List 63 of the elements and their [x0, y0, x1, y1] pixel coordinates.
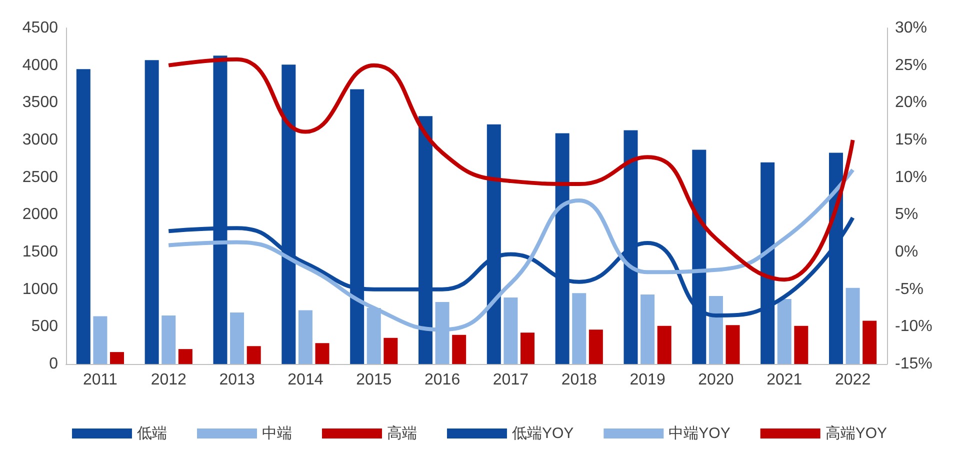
bar [846, 288, 860, 364]
bar [298, 310, 312, 364]
line-series [166, 57, 855, 282]
legend-label: 中端YOY [668, 425, 730, 442]
y2-tick-label: 10% [895, 168, 928, 186]
y2-tick-label: 0% [895, 244, 918, 260]
y2-tick-label: 30% [895, 20, 928, 36]
bar [246, 346, 261, 364]
y-tick-label: 3000 [22, 132, 58, 148]
bar [588, 330, 603, 364]
y-tick-label: 2500 [22, 168, 58, 186]
bar [777, 299, 792, 364]
x-tick-label: 2015 [356, 372, 392, 388]
y2-tick-label: 20% [895, 94, 928, 112]
bar [794, 326, 808, 364]
bar [572, 293, 586, 364]
bar [520, 332, 535, 364]
legend-label: 高端 [386, 425, 417, 442]
bar [452, 334, 466, 364]
x-tick-label: 2013 [219, 372, 255, 388]
legend-label: 中端 [262, 425, 292, 442]
bar [162, 315, 176, 364]
bar [315, 343, 330, 364]
bar [726, 325, 740, 364]
y-tick-label: 1500 [22, 244, 58, 260]
bar [178, 349, 192, 364]
x-tick-label: 2012 [150, 372, 187, 388]
y2-tick-label: 15% [895, 132, 928, 148]
bar [640, 294, 655, 364]
x-tick-label: 2011 [83, 372, 118, 388]
bar [862, 320, 877, 364]
y-tick-label: 500 [31, 318, 58, 336]
bar [110, 352, 124, 364]
bar [93, 316, 108, 364]
y-tick-label: 0 [49, 356, 58, 372]
legend-label: 高端YOY [825, 425, 888, 442]
y-tick-label: 3500 [22, 94, 58, 112]
bar [230, 312, 244, 364]
y2-tick-label: -15% [895, 356, 932, 372]
legend-label: 低端YOY [512, 425, 574, 442]
bar [144, 60, 159, 364]
bar [76, 69, 90, 364]
x-tick-label: 2018 [561, 372, 598, 388]
bar [708, 296, 723, 364]
y-tick-label: 4000 [22, 56, 58, 74]
y2-tick-label: 5% [895, 206, 918, 224]
x-tick-label: 2021 [766, 372, 802, 388]
y2-tick-label: 25% [895, 56, 928, 74]
y-tick-label: 1000 [22, 280, 58, 298]
legend-label: 低端 [136, 425, 167, 442]
y-tick-label: 2000 [22, 206, 58, 224]
x-tick-label: 2014 [288, 372, 324, 388]
bar [384, 338, 398, 364]
x-tick-label: 2017 [492, 372, 529, 388]
bar [504, 298, 518, 364]
y2-tick-label: -10% [895, 318, 932, 336]
bar [657, 326, 672, 364]
x-tick-label: 2016 [424, 372, 460, 388]
x-tick-label: 2022 [834, 372, 871, 388]
x-tick-label: 2020 [698, 372, 734, 388]
x-tick-label: 2019 [630, 372, 666, 388]
y-tick-label: 4500 [22, 20, 58, 36]
y2-tick-label: -5% [895, 280, 924, 298]
